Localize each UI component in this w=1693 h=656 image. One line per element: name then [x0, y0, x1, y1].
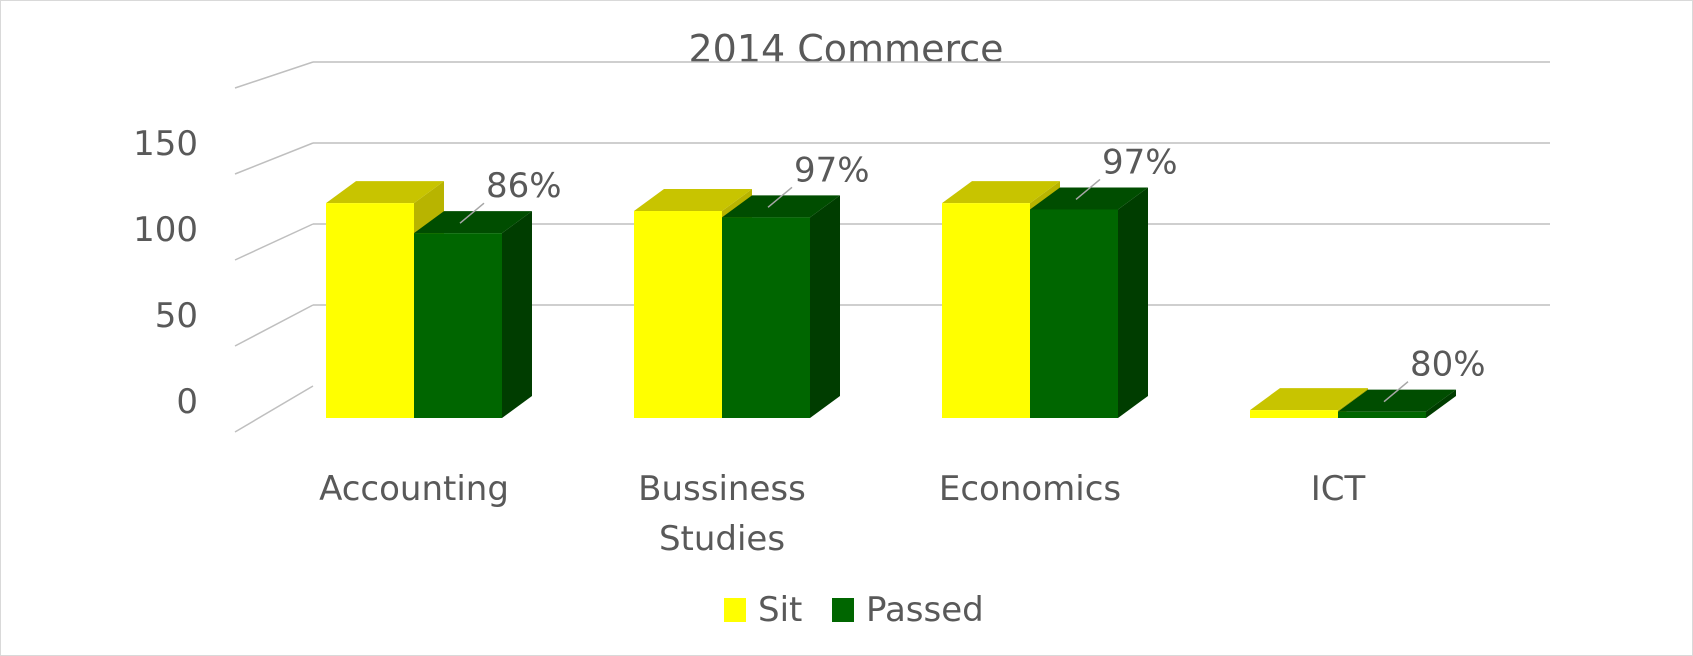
bar-sit — [1250, 410, 1338, 418]
x-tick-label: Studies — [659, 519, 785, 559]
y-axis-ticks: 0 50 100 150 — [133, 124, 198, 422]
data-label: 97% — [794, 150, 870, 190]
gridline-side — [234, 385, 314, 433]
bar-passed — [1338, 411, 1426, 418]
bar-passed — [1030, 209, 1118, 418]
chart-title: 2014 Commerce — [688, 27, 1003, 71]
x-tick-label: Bussiness — [638, 469, 806, 509]
bar-passed — [414, 233, 502, 418]
y-tick-label: 150 — [133, 124, 198, 164]
bar-side — [810, 195, 840, 418]
bar-top — [1250, 388, 1368, 411]
x-tick-label: Accounting — [319, 469, 509, 509]
bar-top — [722, 195, 840, 218]
gridline-side — [234, 61, 314, 89]
bar-top — [942, 181, 1060, 204]
legend-label: Sit — [758, 590, 802, 630]
data-label-leader — [1075, 178, 1101, 201]
bar-top — [414, 211, 532, 234]
bar-side — [1426, 389, 1456, 418]
bar-passed — [722, 217, 810, 418]
y-tick-label: 0 — [176, 382, 198, 422]
data-label: 97% — [1102, 142, 1178, 182]
bar-top — [1338, 389, 1456, 412]
data-label: 80% — [1410, 345, 1486, 385]
y-tick-label: 100 — [133, 210, 198, 250]
legend: Sit Passed — [724, 590, 984, 630]
bar-top — [326, 181, 444, 204]
x-axis-labels: Accounting Bussiness Studies Economics ICT — [319, 469, 1365, 559]
data-labels: 86% 97% 97% 80% — [459, 142, 1486, 403]
gridline-side — [234, 304, 314, 347]
bar-side — [502, 211, 532, 418]
data-label-leader — [459, 202, 485, 224]
bar-sit — [634, 211, 722, 418]
x-tick-label: ICT — [1311, 469, 1366, 509]
data-label: 86% — [486, 166, 562, 206]
bar-sit — [326, 203, 414, 418]
data-label-leader — [1383, 381, 1409, 403]
x-tick-label: Economics — [939, 469, 1121, 509]
bar-side — [1118, 187, 1148, 418]
bars — [326, 181, 1456, 418]
bar-top — [634, 189, 752, 212]
bar-sit — [942, 203, 1030, 418]
legend-swatch-sit — [724, 598, 746, 622]
gridline-side — [234, 142, 314, 175]
legend-label: Passed — [866, 590, 984, 630]
data-label-leader — [767, 186, 793, 208]
bar-top — [1030, 187, 1148, 210]
y-tick-label: 50 — [155, 296, 198, 336]
gridline-side — [234, 223, 314, 261]
legend-swatch-passed — [832, 598, 854, 622]
